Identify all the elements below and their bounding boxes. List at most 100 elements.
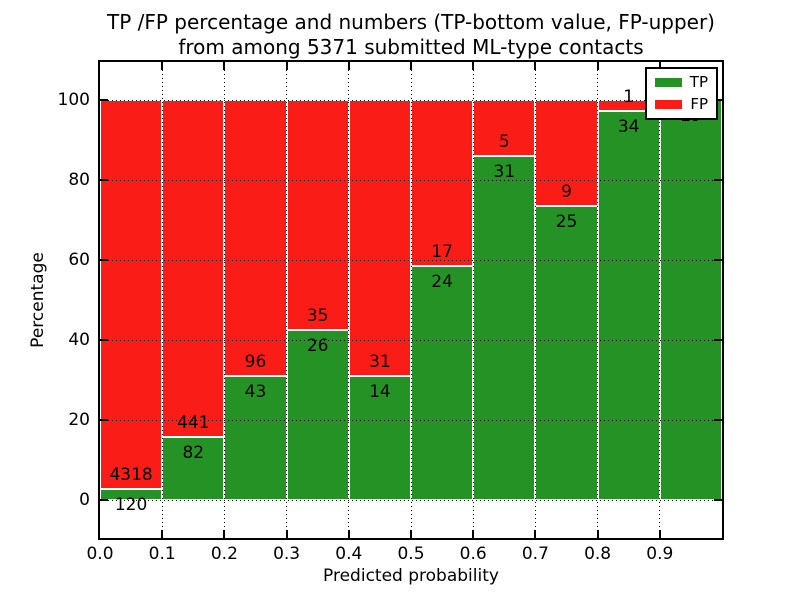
legend-item-fp: FP — [655, 97, 708, 112]
tick-mark-top — [347, 62, 350, 70]
bar-segment-tp — [100, 489, 163, 500]
y-tick-label: 60 — [68, 250, 90, 270]
bar-label-fp: 9 — [561, 181, 572, 202]
bar-label-tp: 34 — [617, 117, 640, 138]
bar-label-tp: 26 — [306, 335, 329, 356]
y-tick-label: 40 — [68, 330, 90, 350]
plot-area: 431812044182964335263114172453192513419 — [98, 60, 724, 540]
gridline-v — [472, 62, 474, 538]
gridline-v — [659, 62, 661, 538]
legend-label-tp: TP — [689, 73, 708, 91]
tick-mark-bottom — [596, 530, 599, 538]
legend-label-fp: FP — [690, 95, 708, 113]
y-tick-label: 20 — [68, 410, 90, 430]
x-tick-label: 0.0 — [86, 544, 114, 564]
tick-mark-bottom — [161, 530, 164, 538]
gridline-h — [100, 99, 722, 101]
tick-mark-top — [596, 62, 599, 70]
tick-mark-left — [100, 419, 108, 421]
gridline-v — [223, 62, 225, 538]
bar-label-tp: 31 — [493, 161, 516, 182]
legend-swatch-tp-icon — [655, 78, 682, 87]
x-tick-label: 0.8 — [584, 544, 612, 564]
tick-mark-right — [714, 419, 722, 421]
bar-label-fp: 35 — [306, 305, 329, 326]
gridline-v — [348, 62, 350, 538]
y-tick-label: 80 — [68, 170, 90, 190]
bar-segment-tp — [597, 111, 660, 500]
legend-swatch-fp-icon — [655, 100, 683, 109]
x-tick-label: 0.7 — [521, 544, 549, 564]
tick-mark-bottom — [472, 530, 475, 538]
gridline-v — [286, 62, 288, 538]
tick-mark-bottom — [347, 530, 350, 538]
x-tick-label: 0.9 — [646, 544, 674, 564]
tick-mark-top — [285, 62, 288, 70]
bar-label-tp: 82 — [182, 443, 205, 464]
gridline-h — [100, 499, 722, 501]
bar-segment-fp — [411, 100, 474, 266]
bar-segment-fp — [100, 100, 163, 490]
bar-segment-tp — [473, 155, 536, 500]
bar-label-tp: 120 — [114, 495, 148, 516]
tick-mark-bottom — [410, 530, 412, 538]
tick-mark-bottom — [223, 530, 226, 538]
tick-mark-left — [100, 179, 108, 181]
bar-segment-tp — [348, 375, 411, 500]
gridline-h — [100, 339, 722, 341]
bar-label-fp: 5 — [498, 131, 510, 152]
chart-title-line1: TP /FP percentage and numbers (TP-bottom… — [107, 10, 715, 34]
gridline-v — [597, 62, 599, 538]
y-tick-label: 0 — [79, 490, 90, 510]
tick-mark-left — [100, 259, 108, 261]
x-axis-label: Predicted probability — [323, 566, 499, 586]
tick-mark-left — [100, 339, 108, 341]
gridline-h — [100, 179, 722, 181]
bar-segment-tp — [535, 205, 598, 500]
bar-segment-tp — [162, 437, 225, 500]
tick-mark-top — [161, 62, 164, 70]
bar-label-tp: 14 — [369, 381, 391, 402]
gridline-h — [100, 419, 722, 421]
tick-mark-left — [100, 499, 108, 501]
tick-mark-left — [100, 99, 108, 101]
bar-segment-fp — [348, 100, 411, 376]
tick-mark-right — [714, 499, 722, 501]
bar-segment-fp — [535, 100, 598, 206]
bar-label-fp: 31 — [369, 351, 391, 372]
bar-segment-fp — [162, 100, 225, 438]
bar-segment-tp — [411, 265, 474, 500]
tick-mark-bottom — [534, 530, 537, 538]
tick-mark-right — [714, 339, 722, 341]
x-tick-label: 0.6 — [459, 544, 487, 564]
bar-label-tp: 25 — [555, 211, 578, 232]
tick-mark-top — [410, 62, 412, 70]
tick-mark-top — [223, 62, 226, 70]
tick-mark-right — [714, 259, 722, 261]
legend-item-tp: TP — [655, 75, 708, 90]
gridline-h — [100, 259, 722, 261]
x-tick-label: 0.3 — [273, 544, 301, 564]
bar-segment-fp — [224, 100, 287, 377]
tick-mark-top — [534, 62, 537, 70]
bar-label-fp: 96 — [244, 352, 267, 373]
tick-mark-top — [658, 62, 661, 70]
bar-label-fp: 1 — [623, 87, 635, 108]
legend: TP FP — [645, 67, 718, 120]
bar-segment-tp — [286, 329, 349, 500]
tick-mark-top — [472, 62, 475, 70]
bar-label-fp: 441 — [177, 413, 210, 434]
tick-mark-right — [714, 179, 722, 181]
chart-title: TP /FP percentage and numbers (TP-bottom… — [98, 10, 724, 60]
bar-segment-fp — [286, 100, 349, 330]
x-tick-label: 0.2 — [210, 544, 238, 564]
gridline-v — [161, 62, 163, 538]
bar-label-tp: 24 — [431, 271, 453, 292]
tick-mark-bottom — [658, 530, 661, 538]
bar-label-fp: 17 — [431, 241, 453, 262]
x-tick-label: 0.1 — [148, 544, 176, 564]
gridline-v — [534, 62, 536, 538]
bar-label-tp: 43 — [244, 382, 267, 403]
bar-segment-tp — [659, 100, 722, 500]
